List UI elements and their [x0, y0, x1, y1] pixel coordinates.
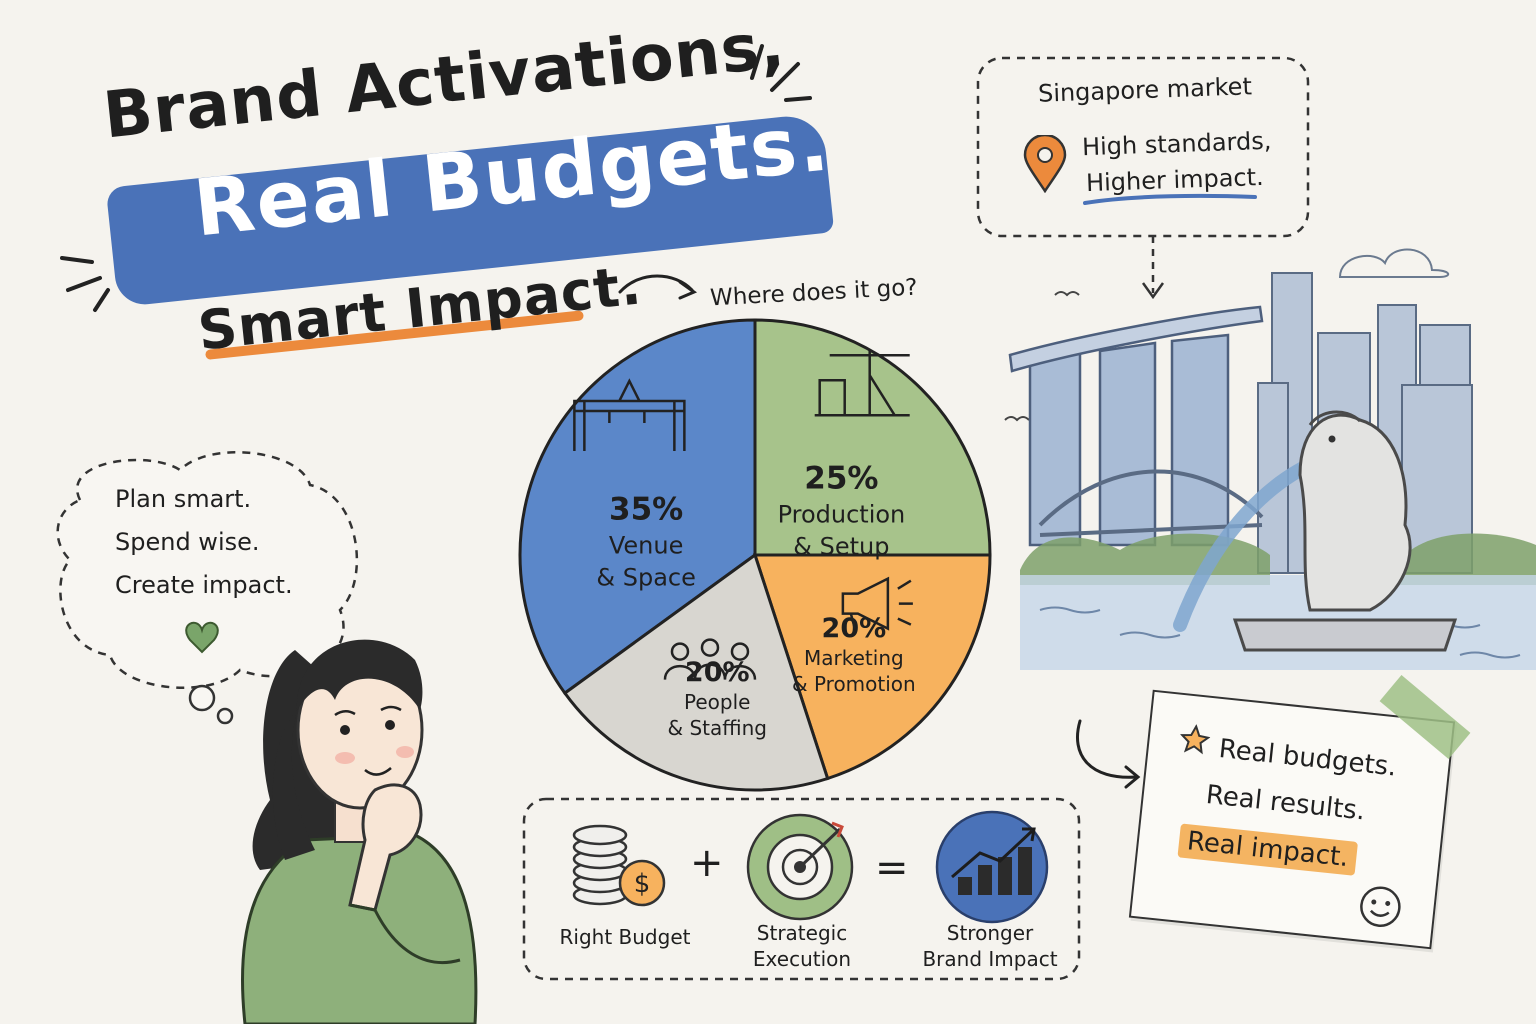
formula-item-3-line-1: Stronger [946, 921, 1034, 945]
pie-label-group: 25% Production & Setup [778, 461, 906, 561]
formula-box: $ [522, 797, 1081, 981]
singapore-skyline-illustration [1004, 248, 1536, 670]
plus-sign: + [690, 840, 724, 886]
callout-underline [1083, 193, 1257, 205]
pie-category-label: & Setup [793, 533, 889, 561]
pie-category-label: & Staffing [668, 716, 767, 740]
pie-label-group: 20%People& Staffing [668, 657, 767, 740]
pie-slice-production [753, 318, 992, 557]
svg-text:$: $ [634, 869, 651, 899]
pie-category-label: Marketing [804, 646, 904, 670]
heart-icon [185, 621, 219, 654]
emphasis-stroke [60, 256, 94, 264]
thought-text: Plan smart. Spend wise. Create impact. [115, 478, 293, 607]
bridge-arch [1038, 469, 1264, 527]
formula-item-2-line-1: Strategic [756, 921, 848, 945]
thought-line-3: Create impact. [115, 571, 293, 599]
pie-category-label: Venue [609, 532, 684, 560]
stage-truss-icon [573, 378, 686, 451]
pie-label-group: 35% Venue & Space [596, 492, 695, 592]
mbs-tower-3 [1170, 333, 1230, 547]
mbs-tower-1 [1028, 351, 1082, 547]
pie-value-label: 25% [804, 461, 878, 497]
merlion-statue [1298, 413, 1412, 612]
emphasis-stroke [750, 44, 764, 80]
formula-item-3: Stronger Brand Impact [910, 920, 1070, 972]
note-line-1: Real budgets. [1217, 734, 1398, 783]
note-line-2: Real results. [1204, 779, 1367, 827]
budget-pie-chart: 35% Venue & Space 25% Production & Setup 20%Ma… [518, 318, 992, 792]
pie-label-group: 20%Marketing& Promotion [792, 613, 916, 696]
formula-item-2: Strategic Execution [722, 920, 882, 972]
emphasis-stroke [770, 62, 800, 92]
smiley-icon [1360, 886, 1401, 927]
thought-line-1: Plan smart. [115, 485, 252, 513]
bird-icon [1004, 416, 1030, 422]
sticky-note: Real budgets. Real results. Real impact. [1128, 689, 1456, 950]
emphasis-stroke [93, 288, 110, 312]
pie-value-label: 35% [609, 492, 683, 528]
location-pin-icon [1023, 135, 1067, 193]
water-jet [1173, 453, 1327, 632]
pie-category-label: Production [778, 501, 906, 529]
merlion-base [1232, 618, 1458, 652]
growth-chart-icon [935, 810, 1049, 924]
coins-dollar-icon: $ [572, 824, 666, 907]
thinking-woman-illustration [241, 639, 478, 1024]
singapore-callout-box [976, 56, 1310, 300]
emphasis-stroke [784, 96, 812, 102]
mbs-tower-2 [1098, 341, 1157, 547]
people-group-icon [663, 638, 757, 680]
prompt-arrowhead [678, 280, 698, 300]
equals-sign: = [875, 845, 909, 891]
bird-icon [1054, 291, 1080, 297]
star-icon [1179, 724, 1211, 755]
pie-category-label: & Space [596, 564, 695, 592]
formula-item-1: Right Budget [559, 925, 691, 949]
target-arrow-icon [746, 813, 854, 921]
formula-item-3-line-2: Brand Impact [922, 947, 1058, 971]
pie-slice-marketing [752, 553, 992, 781]
lights-speaker-icon [814, 350, 910, 417]
pie-slice-venue [518, 318, 757, 696]
pie-category-label: People [684, 690, 750, 714]
formula-item-2-line-2: Execution [752, 947, 852, 971]
note-arrow [1075, 719, 1141, 789]
pie-category-label: & Promotion [792, 672, 916, 696]
mbs-skypark [1008, 305, 1264, 373]
thought-line-2: Spend wise. [115, 528, 260, 556]
emphasis-stroke [66, 276, 102, 292]
cloud-icon [1338, 248, 1450, 278]
megaphone-icon [841, 576, 913, 631]
note-line-3: Real impact. [1177, 823, 1359, 876]
